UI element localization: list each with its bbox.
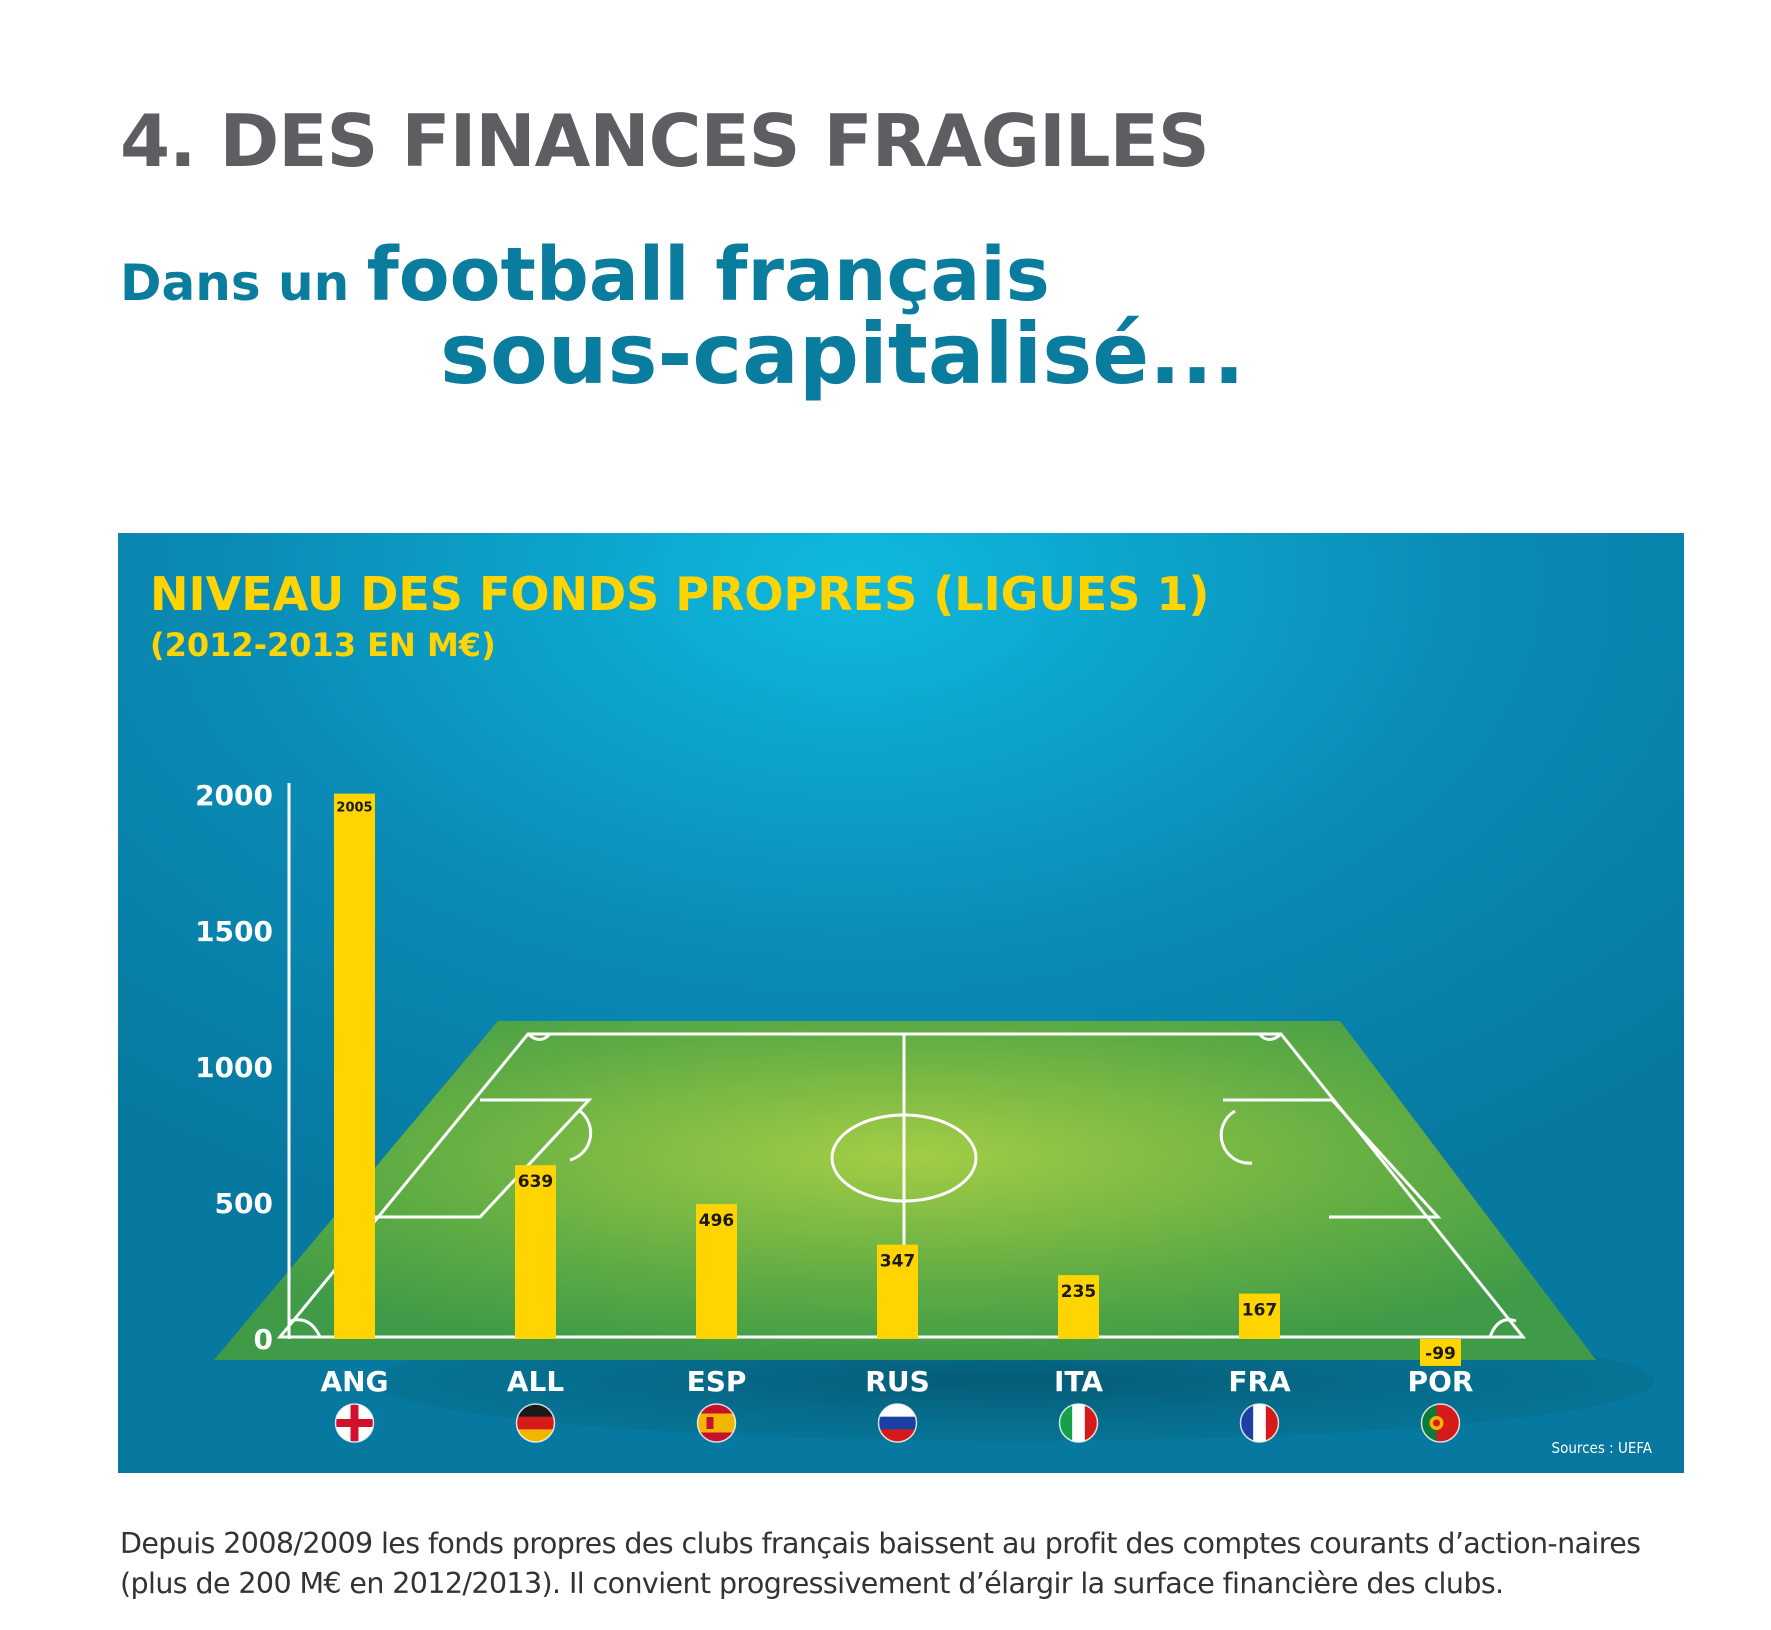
- y-axis-ticks: 0 500 1000 1500 2000: [195, 779, 273, 1356]
- chart-subtitle: (2012-2013 EN M€): [150, 626, 496, 664]
- data-label-ang: 2005: [336, 801, 372, 816]
- pitch-right-arc: [1219, 1109, 1253, 1165]
- data-label-rus: 347: [880, 1252, 916, 1272]
- x-tick-label-rus: RUS: [865, 1365, 929, 1398]
- russia-flag-icon: [877, 1403, 918, 1443]
- bar-ita: [1058, 1275, 1099, 1339]
- bar-esp: [696, 1204, 737, 1339]
- data-label-por: -99: [1425, 1344, 1456, 1364]
- headline-part-1: Dans un: [120, 254, 367, 312]
- pitch-center-circle: [830, 1113, 978, 1203]
- data-label-esp: 496: [699, 1211, 735, 1231]
- spain-flag-icon: [696, 1403, 737, 1443]
- y-tick-label: 500: [215, 1187, 273, 1220]
- data-label-all: 639: [518, 1172, 554, 1192]
- chart-panel: 0 500 1000 1500 2000 2005 639 496 347 235 167 -99 …: [118, 533, 1684, 1473]
- data-label-fra: 167: [1242, 1301, 1278, 1321]
- y-tick-label: 2000: [195, 779, 273, 812]
- headline: Dans un football français: [120, 238, 1050, 312]
- pitch-corner-arc: [526, 1032, 552, 1041]
- pitch-corner-arc: [289, 1318, 322, 1338]
- bar-rus: [877, 1244, 918, 1339]
- x-axis-labels: ANG ALL ESP RUS ITA FRA POR: [320, 1365, 1473, 1398]
- pitch-corner-arc: [1257, 1032, 1283, 1041]
- x-tick-label-all: ALL: [507, 1365, 565, 1398]
- pitch-corner-arc: [1488, 1318, 1517, 1338]
- y-tick-label: 1000: [195, 1051, 273, 1084]
- body-paragraph: Depuis 2008/2009 les fonds propres des c…: [120, 1527, 1641, 1600]
- headline-part-2: football français: [366, 232, 1050, 318]
- x-tick-label-ita: ITA: [1054, 1365, 1103, 1398]
- bar-fra: [1239, 1293, 1280, 1339]
- x-tick-label-fra: FRA: [1228, 1365, 1291, 1398]
- x-tick-label-por: POR: [1408, 1365, 1474, 1398]
- y-tick-label: 0: [254, 1323, 273, 1356]
- x-tick-label-ang: ANG: [320, 1365, 388, 1398]
- pitch-left-arc: [569, 1109, 593, 1162]
- pitch-right-penalty-box: [1223, 1098, 1442, 1219]
- bars: 2005 639 496 347 235 167 -99: [334, 793, 1461, 1366]
- bar-all: [515, 1165, 556, 1339]
- flags: [334, 1403, 1461, 1443]
- y-tick-label: 1500: [195, 915, 273, 948]
- england-flag-icon: [334, 1403, 375, 1443]
- bar-por: [1420, 1339, 1461, 1366]
- france-flag-icon: [1239, 1403, 1280, 1443]
- data-label-ita: 235: [1061, 1282, 1097, 1302]
- x-tick-label-esp: ESP: [687, 1365, 747, 1398]
- italy-flag-icon: [1058, 1403, 1099, 1443]
- bar-ang: [334, 793, 375, 1339]
- pitch-left-penalty-box: [369, 1098, 593, 1219]
- chart-title: NIVEAU DES FONDS PROPRES (LIGUES 1): [150, 567, 1210, 621]
- headline-line-2: sous-capitalisé...: [440, 305, 1245, 403]
- germany-flag-icon: [515, 1403, 556, 1443]
- section-title: 4. DES FINANCES FRAGILES: [120, 99, 1210, 183]
- source-note: Sources : UEFA: [1551, 1439, 1653, 1457]
- portugal-flag-icon: [1420, 1403, 1461, 1443]
